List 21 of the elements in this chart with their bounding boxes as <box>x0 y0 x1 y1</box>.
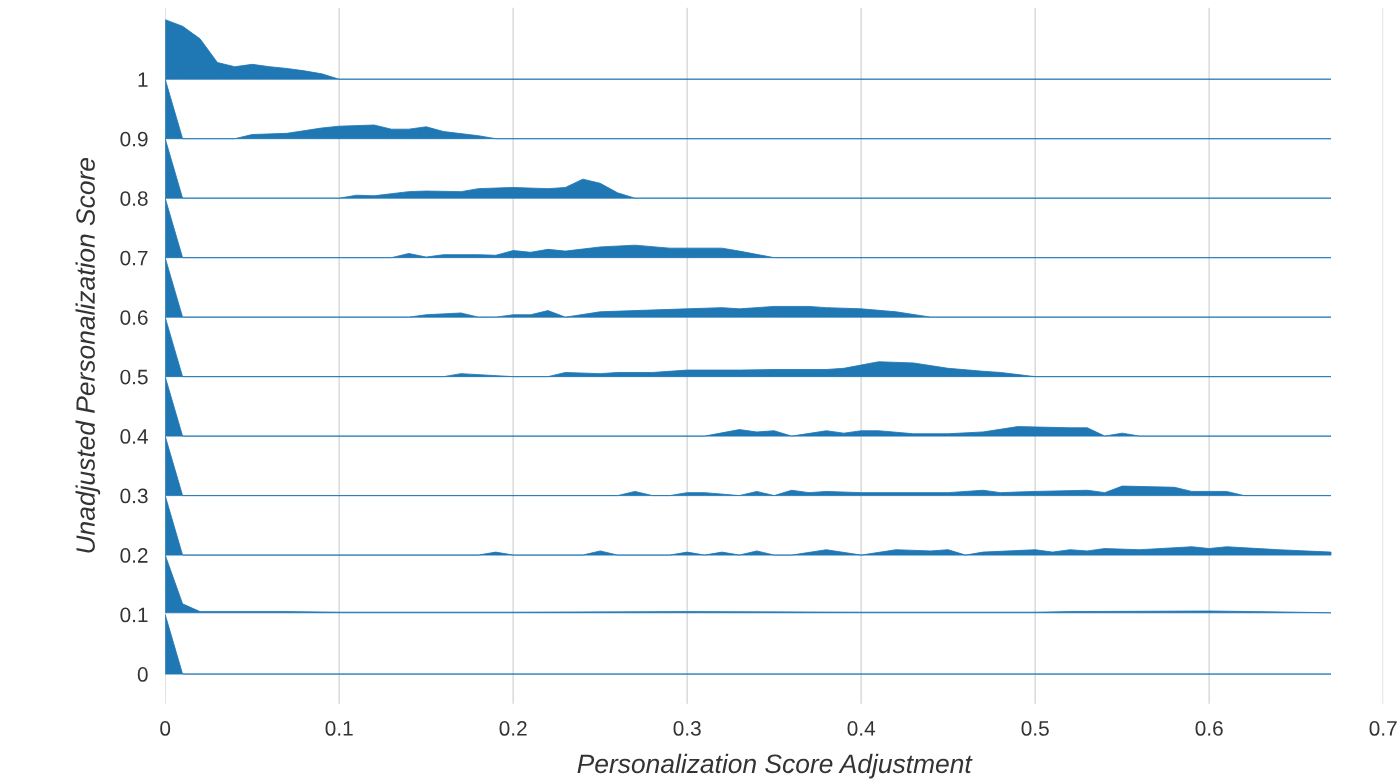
y-tick-label: 0.3 <box>120 488 148 504</box>
y-tick-label: 0.4 <box>120 429 148 444</box>
y-tick-label: 0.6 <box>120 310 148 325</box>
y-tick-label: 0.8 <box>120 191 148 206</box>
y-tick-label: 1 <box>138 72 148 87</box>
y-axis-title: Unadjusted Personalization Score <box>75 158 101 553</box>
x-tick-label: 0.1 <box>325 721 353 736</box>
y-tick-label: 0.7 <box>120 250 148 266</box>
x-tick-label: 0.4 <box>847 721 876 736</box>
y-tick-label: 0 <box>137 667 148 682</box>
x-axis-title: Personalization Score Adjustment <box>577 753 973 779</box>
y-tick-label: 0.5 <box>120 369 148 385</box>
x-tick-label: 0.3 <box>673 721 701 736</box>
y-tick-label: 0.9 <box>120 131 148 147</box>
x-tick-label: 0.2 <box>499 721 527 736</box>
x-tick-label: 0.6 <box>1195 721 1223 736</box>
x-tick-label: 0 <box>160 721 171 736</box>
y-tick-label: 0.2 <box>120 548 148 563</box>
x-tick-label: 0.5 <box>1021 721 1049 736</box>
y-tick-label: 0.1 <box>120 607 148 623</box>
x-tick-label: 0.7 <box>1369 721 1397 736</box>
